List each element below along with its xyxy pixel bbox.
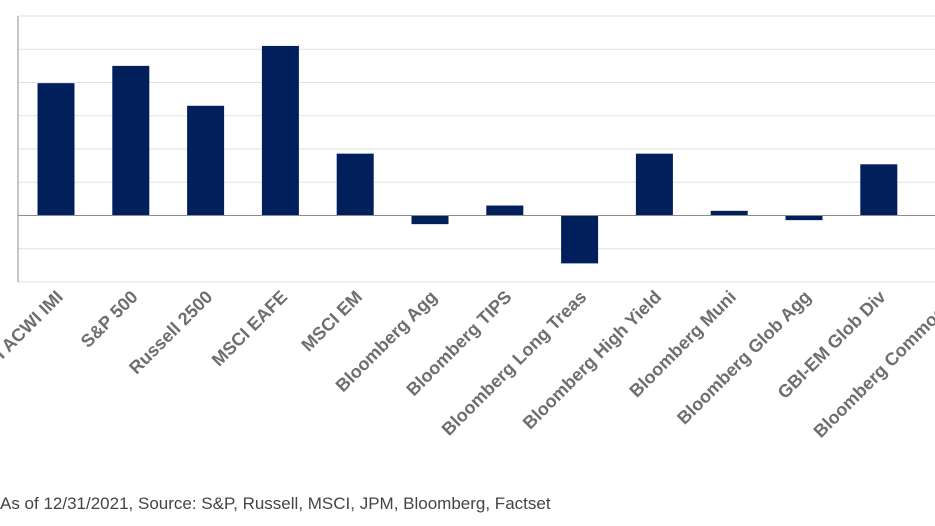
gridlines <box>18 15 935 283</box>
x-tick-label: Bloomberg Long Treas <box>438 287 591 440</box>
bar <box>37 83 75 216</box>
bar <box>860 164 898 216</box>
bar <box>635 153 673 216</box>
bar <box>486 205 524 216</box>
source-footnote: As of 12/31/2021, Source: S&P, Russell, … <box>0 494 551 513</box>
bar <box>411 215 449 225</box>
x-tick-label: MSCI EAFE <box>208 287 291 370</box>
x-tick-label: S&P 500 <box>77 287 142 352</box>
bar <box>785 215 823 221</box>
bar <box>561 215 599 264</box>
x-tick-label: Bloomberg Glob Agg <box>673 287 815 429</box>
bar <box>336 153 374 216</box>
bar <box>710 210 748 216</box>
bars <box>37 45 898 264</box>
bar <box>187 105 225 216</box>
bar <box>112 65 150 216</box>
x-tick-label: MSCI EM <box>297 287 366 356</box>
x-tick-label: Bloomberg High Yield <box>519 287 665 433</box>
bar <box>261 45 299 216</box>
x-tick-label: MSCI ACWI IMI <box>0 287 67 391</box>
